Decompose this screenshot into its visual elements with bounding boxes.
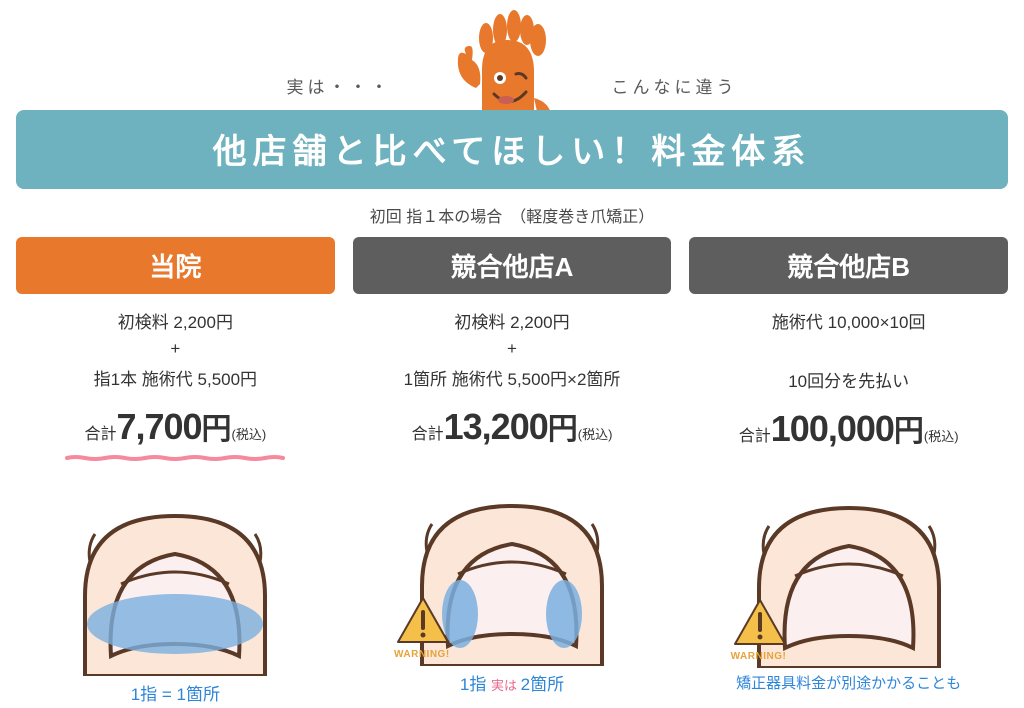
column-competitor-a: 競合他店A 初検料 2,200円 + 1箇所 施術代 5,500円×2箇所 合計… [353,237,672,705]
column-our-clinic: 当院 初検料 2,200円 + 指1本 施術代 5,500円 合計7,700円(… [16,237,335,705]
price-line: 初検料 2,200円 [16,308,335,333]
nail-illustration [65,476,285,676]
price-line: 指1本 施術代 5,500円 [16,365,335,390]
subtitle: 初回 指１本の場合 （軽度巻き爪矯正） [0,203,1024,227]
warning-label: WARNING! [394,649,450,660]
price-line: 初検料 2,200円 [353,308,672,333]
total-row: 合計13,200円(税込) [353,404,672,448]
caption: 矯正器具料金が別途かかることも [689,672,1008,693]
col-header: 競合他店A [353,237,672,294]
warning-icon [396,594,450,648]
total-row: 合計100,000円(税込) [689,406,1008,450]
nail-illustration: WARNING! [739,468,959,668]
column-competitor-b: 競合他店B 施術代 10,000×10回 10回分を先払い 合計100,000円… [689,237,1008,705]
mascot-text-left: 実は・・・ [287,73,392,98]
title-banner: 他店舗と比べてほしい！料金体系 [16,110,1008,189]
caption: 1指 = 1箇所 [16,680,335,705]
plus-sign: + [353,339,672,359]
col-header: 当院 [16,237,335,294]
price-line: 施術代 10,000×10回 [689,308,1008,333]
caption: 1指 実は 2箇所 [353,670,672,695]
warning-label: WARNING! [731,651,787,662]
price-line: 1箇所 施術代 5,500円×2箇所 [353,365,672,390]
plus-sign: + [16,339,335,359]
nail-illustration: WARNING! [402,466,622,666]
warning-icon [733,596,787,650]
total-row: 合計7,700円(税込) [16,404,335,448]
col-header: 競合他店B [689,237,1008,294]
price-line: 10回分を先払い [689,367,1008,392]
mascot-text-right: こんなに違う [612,73,738,98]
price-underline [65,455,285,461]
